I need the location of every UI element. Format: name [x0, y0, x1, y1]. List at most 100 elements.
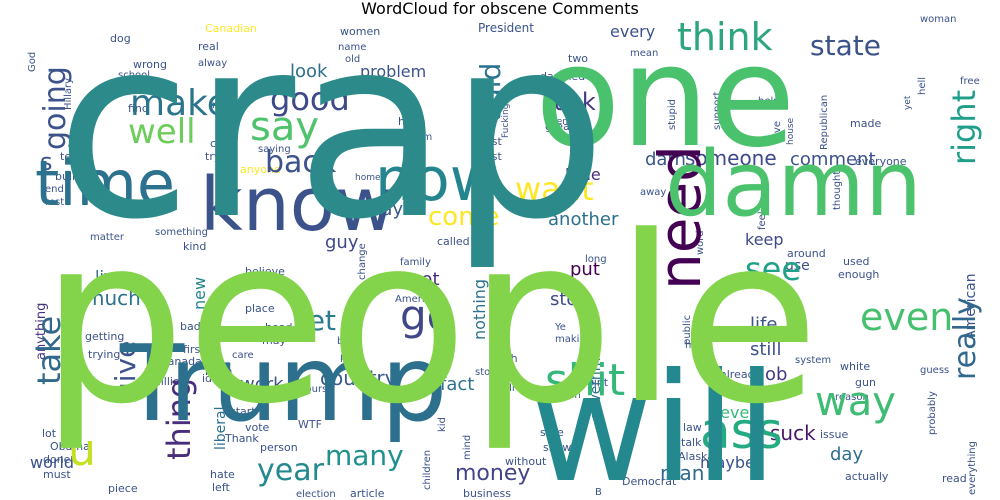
word-screwed: screwed [510, 84, 551, 95]
word-someone: someone [685, 146, 777, 170]
word-make: make [130, 83, 229, 124]
word-wtf: WTF [298, 418, 322, 431]
word-best: best [478, 135, 502, 148]
word-bill: bill [500, 383, 515, 394]
word-better: better [735, 388, 778, 404]
word-ye: Ye [554, 322, 566, 333]
word-state: state [810, 29, 881, 62]
word-world: world [30, 453, 74, 472]
word-actually: actually [845, 470, 889, 483]
word-getting: getting [85, 330, 124, 343]
word-support: support [712, 92, 723, 130]
word-people: people [40, 188, 820, 455]
word-bad: bad [180, 320, 201, 333]
word-thing: thing [160, 378, 198, 460]
word-president: President [478, 21, 534, 35]
word-time: time [35, 147, 175, 220]
word-something: something [155, 227, 208, 238]
word-put: put [570, 259, 600, 280]
word-stupid: stupid [667, 99, 678, 130]
word-want: want [515, 170, 594, 208]
word-say: say [250, 104, 319, 150]
word-got: got [410, 269, 440, 290]
word-hand: hand [685, 340, 710, 351]
word-free: free [960, 76, 980, 87]
word-house: house [786, 117, 796, 145]
word-wrong: wrong [133, 58, 167, 71]
word-matter: matter [90, 232, 125, 243]
word-hell: hell [917, 77, 928, 95]
word-obama: Obama [50, 440, 90, 453]
word-love: love [772, 121, 783, 142]
word-head: head [265, 321, 292, 334]
word-name: name [338, 42, 366, 53]
word-use: use [785, 258, 810, 274]
word-old: old [345, 54, 360, 65]
word-point: point [580, 376, 609, 389]
word-article: article [350, 487, 385, 500]
word-u: u [68, 425, 96, 476]
word-part: part [340, 352, 361, 363]
word-everyone: everyone [855, 155, 907, 168]
word-day: day [830, 444, 863, 465]
word-everything: everything [967, 441, 978, 495]
word-way: way [815, 379, 896, 425]
word-yet: yet [903, 95, 913, 110]
word-long: long [585, 254, 607, 265]
word-money: money [455, 461, 530, 486]
word-take: take [30, 316, 68, 385]
word-children: children [422, 450, 433, 490]
word-right: right [945, 90, 983, 165]
word-read: read [942, 472, 967, 485]
word-b: B [595, 487, 602, 498]
word-already: already [720, 368, 762, 381]
word-hillary: Hillary [63, 78, 74, 110]
word-every: every [610, 22, 655, 41]
word-enough: enough [838, 268, 879, 281]
word-made: made [850, 117, 881, 130]
word-american: American [963, 273, 979, 340]
word-live: live [95, 267, 123, 286]
word-around: around [787, 247, 826, 260]
word-big: big [337, 336, 352, 347]
word-hope: hope [398, 115, 426, 128]
word-new: new [190, 277, 209, 310]
word-now: now [375, 145, 499, 215]
word-bitch: bitch [205, 365, 232, 378]
word-problem: problem [360, 62, 426, 81]
word-country: country [320, 366, 397, 390]
word-away: away [640, 187, 666, 198]
word-well: well [128, 112, 196, 152]
word-guess: guess [920, 365, 949, 376]
word-said: said [474, 63, 507, 120]
word-post: post [478, 150, 502, 163]
word-keep: keep [745, 230, 784, 249]
word-need: need [646, 145, 714, 290]
word-work: work [240, 374, 284, 395]
word-trying: trying [88, 348, 120, 361]
word-one: one [535, 16, 796, 179]
word-lot: lot [42, 427, 57, 440]
word-alway: alway [198, 58, 227, 69]
word-fucking: Fucking [501, 104, 511, 138]
word-woman: woman [920, 14, 957, 25]
word-anyone: anyone [240, 163, 281, 176]
word-darn: darn [645, 149, 686, 170]
word-person: person [260, 441, 298, 454]
word-piece: piece [108, 482, 138, 495]
word-men: men [548, 117, 568, 127]
word-back: back [265, 145, 337, 180]
word-god: God [27, 52, 38, 72]
word-see: see [745, 250, 801, 288]
word-give: give [109, 341, 142, 400]
word-man: man [660, 461, 704, 485]
word-comment: comment [790, 149, 876, 170]
word-feel: feel [757, 211, 768, 230]
word-left: left [212, 481, 231, 494]
word-used: used [843, 255, 869, 268]
word-try: try [205, 150, 221, 163]
word-even: even [860, 295, 953, 339]
word-liberal: liberal [213, 406, 229, 450]
word-go: go [400, 291, 452, 340]
